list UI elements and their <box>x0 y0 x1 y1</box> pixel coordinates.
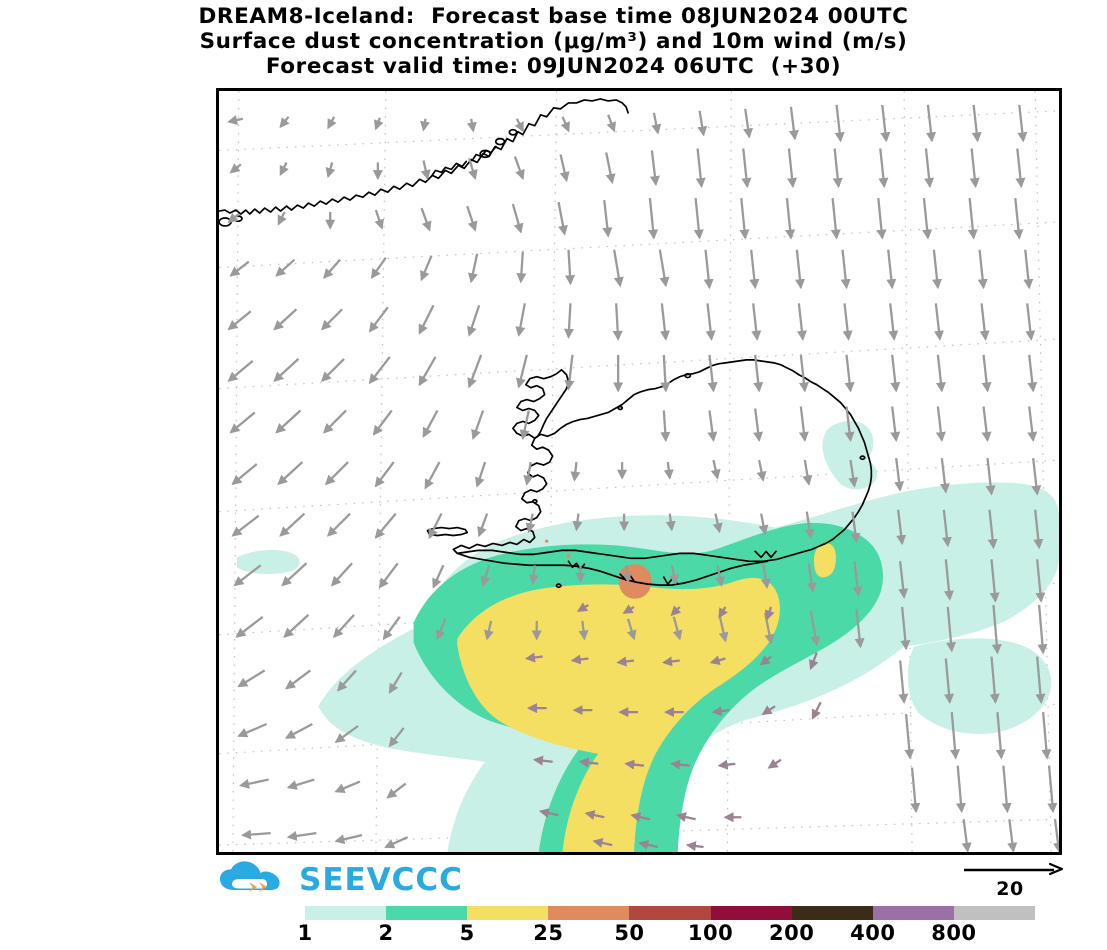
title-line-2: Surface dust concentration (μg/m³) and 1… <box>199 29 908 54</box>
coastline-iceland-main <box>452 359 873 563</box>
coastline-iceland-se-inlet <box>754 550 777 559</box>
colorbar-segment <box>953 906 1035 920</box>
colorbar-tick-label: 2 <box>378 921 394 945</box>
wind-vector-field <box>227 104 1059 852</box>
dust-colorbar-labels: 1 2 5 25 50 100 200 400 800 <box>297 921 1035 947</box>
colorbar-tick-label: 50 <box>614 921 645 945</box>
coastline-greenland-fjords-b <box>471 145 497 162</box>
logo-text: SEEVCCC <box>299 862 463 898</box>
dust-contour-25-speck-b <box>545 539 549 543</box>
colorbar-tick-label: 5 <box>459 921 475 945</box>
dust-contour-25-speck-a <box>566 553 571 558</box>
cloud-icon <box>220 861 280 892</box>
forecast-map[interactable] <box>216 88 1062 855</box>
title-line-1: DREAM8-Iceland: Forecast base time 08JUN… <box>198 4 909 29</box>
coastline-iceland-south-coast <box>456 552 768 586</box>
title-line-3: Forecast valid time: 09JUN2024 06UTC (+3… <box>265 54 842 79</box>
coastline-island-vestmannaeyjar <box>555 583 562 589</box>
dust-contour-5-se-core <box>814 543 836 578</box>
coastline-greenland-fjords-a <box>430 160 468 178</box>
seevccc-logo: SEEVCCC <box>218 858 463 902</box>
coastline-island-grimsey <box>684 372 692 379</box>
map-canvas <box>219 91 1059 852</box>
dust-concentration-field <box>236 420 1059 852</box>
colorbar-tick-label: 800 <box>931 921 977 945</box>
colorbar-tick-label: 100 <box>687 921 734 945</box>
colorbar-segment <box>305 906 387 920</box>
coastline-greenland-island-c <box>508 128 518 136</box>
coastline-iceland-south-inlet-a <box>567 560 586 571</box>
colorbar-segment <box>791 906 873 920</box>
wind-scale-reference: 20 <box>962 862 1072 902</box>
coastline-island-flatey <box>532 498 538 504</box>
colorbar-segment <box>872 906 954 920</box>
colorbar-segment <box>386 906 468 920</box>
wind-vector-field-over-dust <box>524 602 822 852</box>
colorbar-tick-label: 1 <box>297 921 313 945</box>
colorbar-segment <box>629 906 711 920</box>
coastline-greenland-island-a <box>479 149 491 159</box>
coastline-greenland <box>219 98 629 215</box>
colorbar-tick-label: 200 <box>768 921 815 945</box>
dust-contour-1-west-sliver <box>236 549 300 574</box>
arrow-icon <box>249 882 257 892</box>
colorbar-segment <box>710 906 792 920</box>
wind-reference-label: 20 <box>996 878 1024 900</box>
colorbar-tick-label: 25 <box>533 921 564 945</box>
colorbar-segment <box>548 906 630 920</box>
dust-colorbar <box>305 906 1035 920</box>
coastline-greenland-island-b <box>494 137 506 146</box>
coastline-island-north-speck <box>617 405 624 411</box>
dust-contour-1-east-tongue <box>907 638 1052 734</box>
coastlines <box>219 98 873 589</box>
wind-reference-arrow-icon <box>964 862 1064 876</box>
coastline-island-papey <box>859 455 866 461</box>
title-block: DREAM8-Iceland: Forecast base time 08JUN… <box>0 4 1107 79</box>
colorbar-segment <box>467 906 549 920</box>
colorbar-tick-label: 400 <box>850 921 896 945</box>
